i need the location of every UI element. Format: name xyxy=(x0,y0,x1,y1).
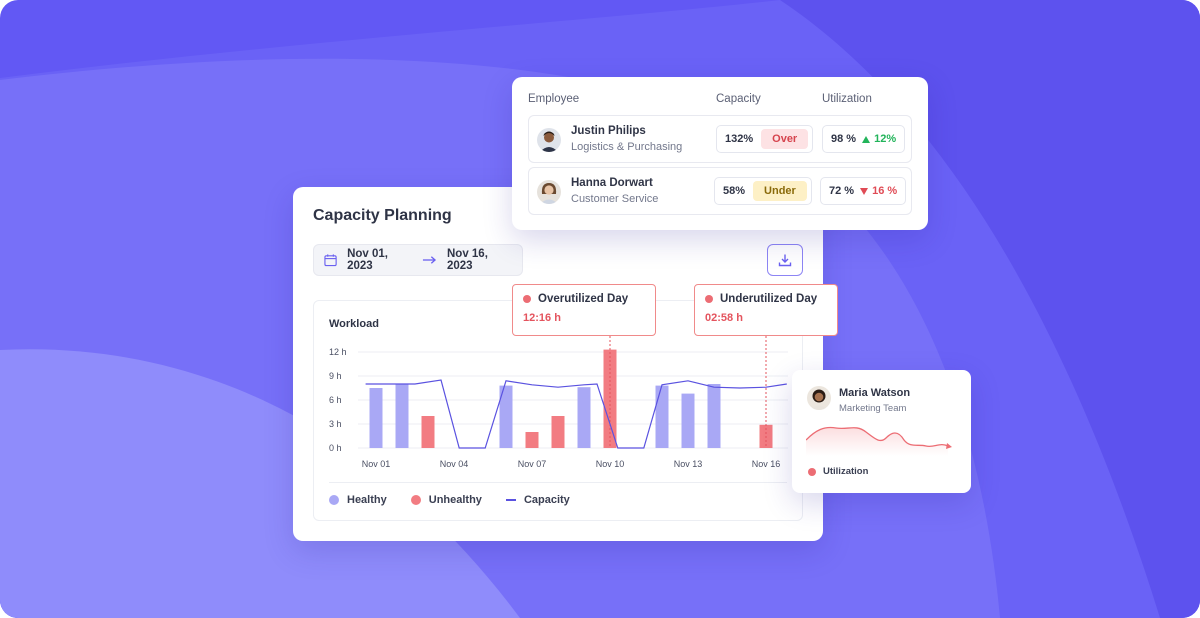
legend-healthy: Healthy xyxy=(329,494,387,506)
avatar xyxy=(807,386,831,410)
x-tick-label: Nov 04 xyxy=(440,459,469,469)
y-tick-label: 3 h xyxy=(329,419,342,429)
tooltip-value: 12:16 h xyxy=(523,312,561,324)
capacity-pill: 58% Under xyxy=(714,177,812,205)
x-tick-label: Nov 16 xyxy=(752,459,781,469)
healthy-bar xyxy=(499,385,513,448)
underutilized-tooltip: Underutilized Day 02:58 h xyxy=(694,284,838,336)
utilization-label: Utilization xyxy=(823,466,869,477)
header-employee: Employee xyxy=(528,93,580,105)
calendar-icon xyxy=(324,254,337,267)
y-tick-label: 6 h xyxy=(329,395,342,405)
tooltip-dot xyxy=(705,295,713,303)
utilization-pill: 98 % 12% xyxy=(822,125,906,153)
unhealthy-bar xyxy=(525,432,539,448)
overutilized-tooltip: Overutilized Day 12:16 h xyxy=(512,284,656,336)
header-capacity: Capacity xyxy=(716,93,761,105)
capacity-pill: 132% Over xyxy=(716,125,814,153)
utilization-value: 98 % xyxy=(831,133,857,145)
tooltip-value: 02:58 h xyxy=(705,312,743,324)
download-button[interactable] xyxy=(767,244,803,276)
utilization-value: 72 % xyxy=(829,185,855,197)
utilization-swatch xyxy=(808,467,816,476)
healthy-bar xyxy=(369,388,383,448)
chart-legend: Healthy Unhealthy Capacity xyxy=(329,494,594,506)
x-tick-label: Nov 10 xyxy=(596,459,625,469)
workload-chart: 12 h 9 h 6 h 3 h 0 h Nov 01 Nov 04 Nov 07 Nov 10… xyxy=(329,288,788,469)
tooltip-label: Underutilized Day xyxy=(720,293,818,305)
employee-name: Justin Philips xyxy=(571,125,646,137)
utilization-sparkline xyxy=(806,426,952,456)
date-end: Nov 16, 2023 xyxy=(446,248,488,272)
profile-team: Marketing Team xyxy=(839,403,907,414)
status-badge: Under xyxy=(753,181,807,201)
date-start: Nov 01, 2023 xyxy=(347,248,388,272)
y-tick-label: 9 h xyxy=(329,371,342,381)
legend-capacity-label: Capacity xyxy=(523,494,570,506)
employee-name: Hanna Dorwart xyxy=(571,177,653,189)
table-row[interactable]: Hanna Dorwart Customer Service 58% Under… xyxy=(528,167,912,215)
capacity-planning-card: Capacity Planning Nov 01, 2023 Nov 16, 2… xyxy=(293,187,823,541)
employee-utilization-card: Employee Capacity Utilization Justin Phi… xyxy=(512,77,928,230)
triangle-down-icon xyxy=(860,187,869,195)
x-tick-label: Nov 13 xyxy=(674,459,703,469)
trend-value: 12% xyxy=(874,133,897,145)
legend-capacity-swatch xyxy=(505,499,516,501)
avatar xyxy=(537,180,561,204)
trend-down: 16 % xyxy=(860,185,897,197)
legend-healthy-swatch xyxy=(329,495,339,505)
x-tick-label: Nov 07 xyxy=(518,459,547,469)
employee-dept: Logistics & Purchasing xyxy=(571,141,683,153)
profile-name: Maria Watson xyxy=(839,387,911,399)
chart-title: Workload xyxy=(329,318,379,330)
x-tick-label: Nov 01 xyxy=(362,459,391,469)
capacity-value: 58% xyxy=(723,185,746,197)
status-badge: Over xyxy=(761,129,809,149)
card-title: Capacity Planning xyxy=(313,207,452,224)
tooltip-dot xyxy=(523,295,531,303)
profile-legend: Utilization xyxy=(808,466,868,477)
y-tick-label: 0 h xyxy=(329,443,342,453)
triangle-up-icon xyxy=(862,135,871,143)
legend-unhealthy: Unhealthy xyxy=(410,494,482,506)
arrow-right-icon xyxy=(422,256,437,264)
healthy-bar xyxy=(655,385,669,448)
legend-unhealthy-swatch xyxy=(410,495,421,505)
tooltip-label: Overutilized Day xyxy=(538,293,629,305)
healthy-bar xyxy=(395,384,409,448)
trend-value: 16 % xyxy=(872,185,898,197)
trend-up: 12% xyxy=(862,133,896,145)
capacity-line xyxy=(365,379,787,449)
date-range-picker[interactable]: Nov 01, 2023 Nov 16, 2023 xyxy=(313,244,523,276)
unhealthy-bar xyxy=(551,416,565,448)
unhealthy-bar xyxy=(421,416,435,448)
y-tick-label: 12 h xyxy=(329,347,347,357)
employee-profile-card[interactable]: Maria Watson Marketing Team Utilization xyxy=(792,370,971,493)
healthy-bar xyxy=(577,387,591,448)
legend-capacity: Capacity xyxy=(505,494,570,506)
header-utilization: Utilization xyxy=(822,93,872,105)
utilization-pill: 72 % 16 % xyxy=(820,177,907,205)
employee-dept: Customer Service xyxy=(571,193,659,205)
legend-healthy-label: Healthy xyxy=(347,494,387,506)
avatar xyxy=(537,128,561,152)
healthy-bar xyxy=(707,384,721,448)
legend-unhealthy-label: Unhealthy xyxy=(428,494,482,506)
table-row[interactable]: Justin Philips Logistics & Purchasing 13… xyxy=(528,115,912,163)
chart-divider xyxy=(329,482,787,483)
unhealthy-bar xyxy=(603,349,617,448)
healthy-bar xyxy=(681,393,695,448)
download-icon xyxy=(778,254,792,267)
capacity-value: 132% xyxy=(725,133,754,145)
